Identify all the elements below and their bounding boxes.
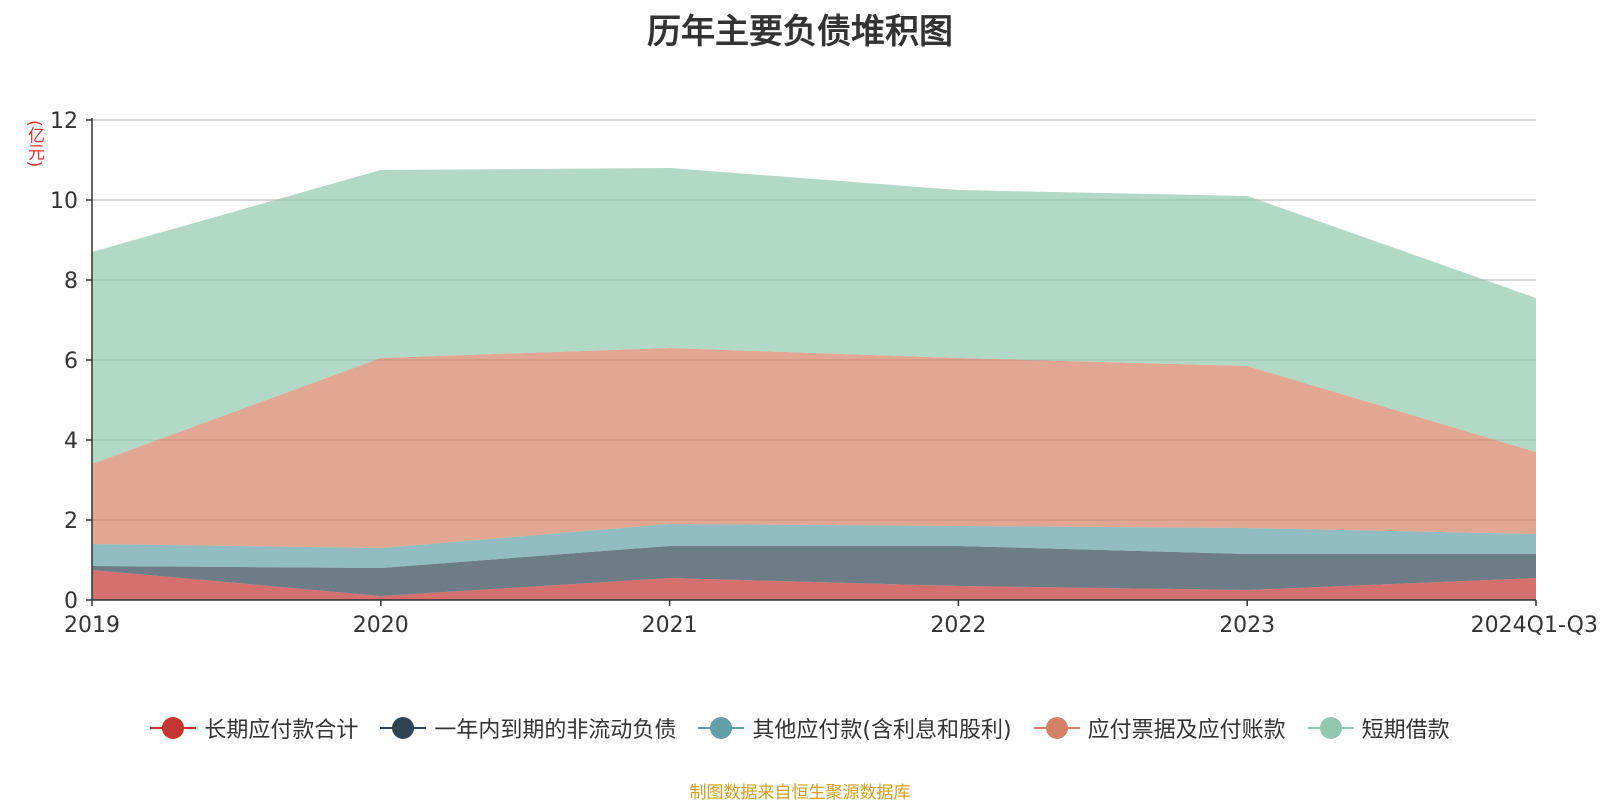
y-tick-label: 6 xyxy=(64,349,78,374)
legend-item-4[interactable]: 应付票据及应付账款 xyxy=(1033,712,1286,744)
legend-item-1[interactable]: 长期应付款合计 xyxy=(150,712,358,744)
area-series-1 xyxy=(92,570,1536,600)
chart-title: 历年主要负债堆积图 xyxy=(647,12,953,52)
x-tick-label: 2019 xyxy=(64,613,120,638)
y-tick-label: 12 xyxy=(50,109,78,134)
y-tick-label: 10 xyxy=(50,189,78,214)
y-tick-label: 2 xyxy=(64,509,78,534)
y-axis-unit: (亿元) xyxy=(24,120,44,168)
y-tick-label: 0 xyxy=(64,589,78,614)
y-tick-label: 8 xyxy=(64,269,78,294)
legend: 长期应付款合计 一年内到期的非流动负债 其他应付款(含利息和股利) 应付票据及应付账款… xyxy=(0,712,1600,744)
area-series-2 xyxy=(92,546,1536,596)
legend-marker-icon xyxy=(380,717,427,739)
legend-label: 其他应付款(含利息和股利) xyxy=(752,718,1012,743)
legend-marker-icon xyxy=(698,717,745,739)
legend-marker-icon xyxy=(150,717,197,739)
legend-item-3[interactable]: 其他应付款(含利息和股利) xyxy=(698,712,1012,744)
legend-label: 长期应付款合计 xyxy=(204,718,359,743)
area-series-4 xyxy=(92,348,1536,548)
y-tick-label: 4 xyxy=(64,429,78,454)
x-tick-label: 2023 xyxy=(1219,613,1275,638)
x-tick-label: 2020 xyxy=(353,613,409,638)
legend-label: 应付票据及应付账款 xyxy=(1087,718,1286,743)
axes: 0 2 4 6 8 10 12 2019 2020 2021 2022 2023 2024Q1-Q3 xyxy=(50,109,1598,638)
legend-marker-icon xyxy=(1307,717,1354,739)
area-series-3 xyxy=(92,524,1536,568)
x-tick-label: 2024Q1-Q3 xyxy=(1471,613,1598,638)
legend-item-2[interactable]: 一年内到期的非流动负债 xyxy=(380,712,676,744)
legend-marker-icon xyxy=(1033,717,1080,739)
area-series-5 xyxy=(92,168,1536,464)
legend-item-5[interactable]: 短期借款 xyxy=(1307,712,1450,744)
legend-label: 一年内到期的非流动负债 xyxy=(434,718,677,743)
area-series xyxy=(92,168,1536,600)
x-tick-label: 2022 xyxy=(930,613,986,638)
legend-label: 短期借款 xyxy=(1361,718,1450,743)
source-note: 制图数据来自恒生聚源数据库 xyxy=(689,783,911,803)
x-tick-label: 2021 xyxy=(642,613,698,638)
